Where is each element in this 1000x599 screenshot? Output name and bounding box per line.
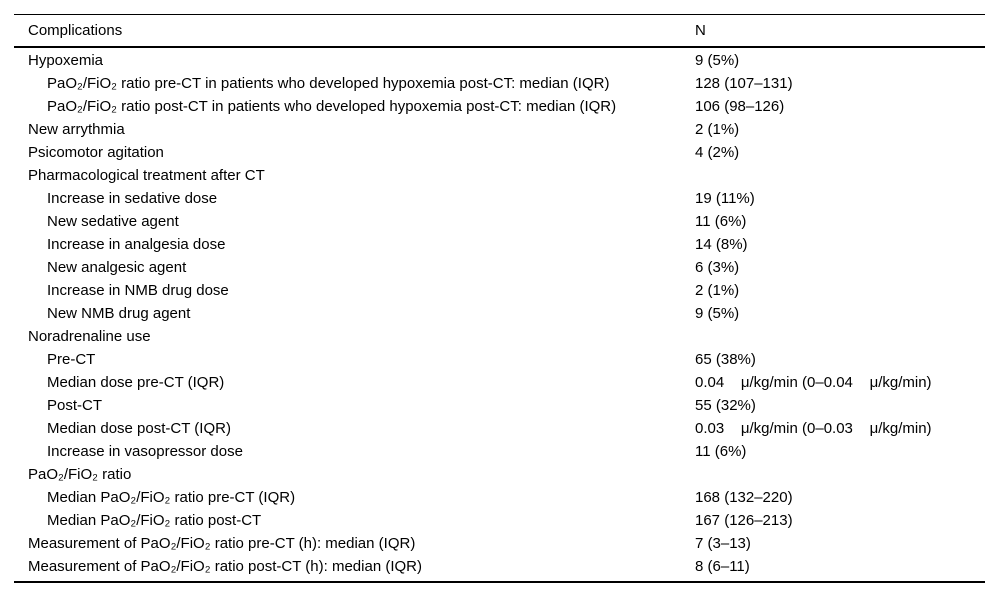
table-row: Psicomotor agitation 4 (2%): [14, 141, 985, 164]
row-label: Median PaO₂/FiO₂ ratio post-CT: [47, 512, 262, 529]
row-value: 19 (11%): [695, 190, 755, 207]
table-row: Noradrenaline use: [14, 325, 985, 348]
table-row: Median PaO₂/FiO₂ ratio post-CT 167 (126–…: [14, 509, 985, 532]
table-row: Median dose post-CT (IQR) 0.03 μ/kg/min …: [14, 417, 985, 440]
table-row: Increase in NMB drug dose 2 (1%): [14, 279, 985, 302]
row-value: 14 (8%): [695, 236, 748, 253]
row-label: Measurement of PaO₂/FiO₂ ratio post-CT (…: [28, 558, 422, 575]
row-label: New sedative agent: [47, 213, 179, 230]
column-header-n: N: [695, 22, 706, 39]
table-row: Increase in analgesia dose 14 (8%): [14, 233, 985, 256]
row-value: 55 (32%): [695, 397, 756, 414]
row-label: Pre-CT: [47, 351, 96, 368]
row-value: 4 (2%): [695, 144, 740, 161]
row-label: Median dose post-CT (IQR): [47, 420, 231, 437]
table-row: New analgesic agent 6 (3%): [14, 256, 985, 279]
row-value: 167 (126–213): [695, 512, 793, 529]
row-value: 0.04 μ/kg/min (0–0.04 μ/kg/min): [695, 374, 932, 391]
row-label: Psicomotor agitation: [28, 144, 164, 161]
table-row: Increase in vasopressor dose 11 (6%): [14, 440, 985, 463]
row-label: Post-CT: [47, 397, 103, 414]
row-label: Increase in analgesia dose: [47, 236, 226, 253]
row-label: Pharmacological treatment after CT: [28, 167, 265, 184]
row-value: 9 (5%): [695, 52, 740, 69]
row-label: New NMB drug agent: [47, 305, 191, 322]
table-body: Hypoxemia 9 (5%) PaO₂/FiO₂ ratio pre-CT …: [14, 48, 985, 581]
table-row: Hypoxemia 9 (5%): [14, 49, 985, 72]
row-label: New analgesic agent: [47, 259, 187, 276]
row-value: 2 (1%): [695, 282, 740, 299]
row-label: Median PaO₂/FiO₂ ratio pre-CT (IQR): [47, 489, 296, 506]
row-value: 11 (6%): [695, 443, 747, 460]
row-label: PaO₂/FiO₂ ratio post-CT in patients who …: [47, 98, 617, 115]
row-value: 2 (1%): [695, 121, 740, 138]
table-header-row: Complications N: [14, 15, 985, 48]
table-row: PaO₂/FiO₂ ratio pre-CT in patients who d…: [14, 72, 985, 95]
row-label: Increase in NMB drug dose: [47, 282, 229, 299]
row-label: PaO₂/FiO₂ ratio: [28, 466, 132, 483]
table-row: New sedative agent 11 (6%): [14, 210, 985, 233]
table-row: PaO₂/FiO₂ ratio: [14, 463, 985, 486]
table-row: Pharmacological treatment after CT: [14, 164, 985, 187]
complications-table: Complications N Hypoxemia 9 (5%) PaO₂/Fi…: [14, 14, 985, 583]
table-row: Measurement of PaO₂/FiO₂ ratio post-CT (…: [14, 555, 985, 578]
row-value: 168 (132–220): [695, 489, 793, 506]
row-label: Measurement of PaO₂/FiO₂ ratio pre-CT (h…: [28, 535, 416, 552]
row-label: New arrythmia: [28, 121, 125, 138]
row-value: 128 (107–131): [695, 75, 793, 92]
row-label: Increase in vasopressor dose: [47, 443, 243, 460]
row-value: 0.03 μ/kg/min (0–0.03 μ/kg/min): [695, 420, 932, 437]
row-value: 9 (5%): [695, 305, 740, 322]
table-row: New arrythmia 2 (1%): [14, 118, 985, 141]
row-label: Noradrenaline use: [28, 328, 151, 345]
table-row: Median dose pre-CT (IQR) 0.04 μ/kg/min (…: [14, 371, 985, 394]
row-label: Hypoxemia: [28, 52, 104, 69]
column-header-complications: Complications: [28, 22, 123, 39]
table-row: Median PaO₂/FiO₂ ratio pre-CT (IQR) 168 …: [14, 486, 985, 509]
table-row: Post-CT 55 (32%): [14, 394, 985, 417]
row-value: 6 (3%): [695, 259, 740, 276]
row-value: 106 (98–126): [695, 98, 785, 115]
table-row: New NMB drug agent 9 (5%): [14, 302, 985, 325]
row-value: 7 (3–13): [695, 535, 751, 552]
table-row: Increase in sedative dose 19 (11%): [14, 187, 985, 210]
row-label: PaO₂/FiO₂ ratio pre-CT in patients who d…: [47, 75, 610, 92]
row-value: 65 (38%): [695, 351, 756, 368]
row-label: Median dose pre-CT (IQR): [47, 374, 225, 391]
table-row: PaO₂/FiO₂ ratio post-CT in patients who …: [14, 95, 985, 118]
table-row: Pre-CT 65 (38%): [14, 348, 985, 371]
table-row: Measurement of PaO₂/FiO₂ ratio pre-CT (h…: [14, 532, 985, 555]
row-value: 11 (6%): [695, 213, 747, 230]
row-value: 8 (6–11): [695, 558, 750, 575]
row-label: Increase in sedative dose: [47, 190, 218, 207]
